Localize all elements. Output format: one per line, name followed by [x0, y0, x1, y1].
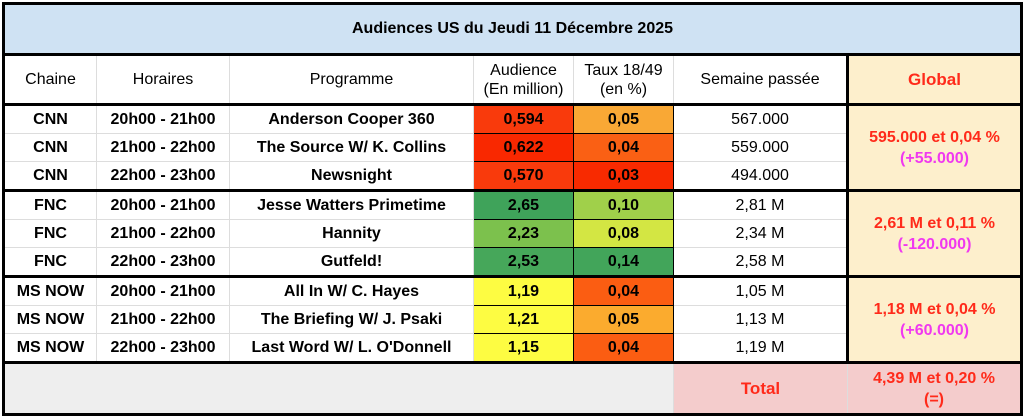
horaires-cell: 20h00 - 21h00: [96, 189, 230, 220]
programme-cell: Newsnight: [229, 161, 474, 191]
audience-cell: 2,53: [473, 247, 574, 277]
horaires-cell: 22h00 - 23h00: [96, 161, 230, 191]
chaine-cell: CNN: [2, 161, 97, 191]
global-diff: (-120.000): [897, 235, 972, 253]
chaine-cell: MS NOW: [2, 275, 97, 306]
taux-cell: 0,04: [573, 133, 674, 162]
empty-cell: [2, 361, 674, 416]
semaine-cell: 1,05 M: [673, 275, 848, 306]
taux-cell: 0,10: [573, 189, 674, 220]
global-cell: 1,18 M et 0,04 % (+60.000): [846, 275, 1023, 363]
taux-cell: 0,05: [573, 305, 674, 334]
semaine-cell: 2,81 M: [673, 189, 848, 220]
header-global: Global: [846, 54, 1023, 105]
programme-cell: Gutfeld!: [229, 247, 474, 277]
table-row: FNC 21h00 - 22h00 Hannity 2,23 0,08 2,34…: [2, 219, 1022, 248]
programme-cell: Last Word W/ L. O'Donnell: [229, 333, 474, 363]
chaine-cell: CNN: [2, 103, 97, 134]
total-row: Total 4,39 M et 0,20 % (=): [2, 361, 1023, 416]
global-value: 2,61 M et 0,11 %: [874, 214, 995, 232]
global-cell: 2,61 M et 0,11 % (-120.000): [846, 189, 1023, 277]
programme-cell: Anderson Cooper 360: [229, 103, 474, 134]
programme-cell: Hannity: [229, 219, 474, 248]
audience-cell: 0,594: [473, 103, 574, 134]
header-audience-l1: Audience: [490, 61, 557, 79]
horaires-cell: 21h00 - 22h00: [96, 305, 230, 334]
table-row: FNC 22h00 - 23h00 Gutfeld! 2,53 0,14 2,5…: [2, 247, 1022, 277]
table-row: CNN 22h00 - 23h00 Newsnight 0,570 0,03 4…: [2, 161, 1022, 191]
audience-cell: 1,21: [473, 305, 574, 334]
header-row: Chaine Horaires Programme Audience (En mi…: [2, 54, 1023, 105]
chaine-cell: MS NOW: [2, 333, 97, 363]
chaine-cell: FNC: [2, 219, 97, 248]
header-semaine: Semaine passée: [673, 54, 848, 105]
semaine-cell: 559.000: [673, 133, 848, 162]
header-audience-l2: (En million): [483, 80, 564, 98]
horaires-cell: 22h00 - 23h00: [96, 247, 230, 277]
semaine-cell: 2,58 M: [673, 247, 848, 277]
taux-cell: 0,04: [573, 275, 674, 306]
semaine-cell: 494.000: [673, 161, 848, 191]
total-value-main: 4,39 M et 0,20 %: [873, 369, 995, 387]
global-cell: 595.000 et 0,04 % (+55.000): [846, 103, 1023, 191]
programme-cell: All In W/ C. Hayes: [229, 275, 474, 306]
global-diff: (+55.000): [900, 149, 969, 167]
audience-cell: 0,570: [473, 161, 574, 191]
header-taux: Taux 18/49 (en %): [573, 54, 674, 105]
chaine-cell: MS NOW: [2, 305, 97, 334]
table-title: Audiences US du Jeudi 11 Décembre 2025: [2, 2, 1023, 56]
chaine-cell: FNC: [2, 189, 97, 220]
global-value: 1,18 M et 0,04 %: [873, 300, 996, 318]
audience-cell: 2,65: [473, 189, 574, 220]
taux-cell: 0,14: [573, 247, 674, 277]
header-programme: Programme: [229, 54, 474, 105]
total-value: 4,39 M et 0,20 % (=): [847, 361, 1023, 416]
total-label: Total: [673, 361, 848, 416]
semaine-cell: 1,19 M: [673, 333, 848, 363]
horaires-cell: 21h00 - 22h00: [96, 133, 230, 162]
global-diff: (+60.000): [900, 321, 969, 339]
taux-cell: 0,05: [573, 103, 674, 134]
table-row: FNC 20h00 - 21h00 Jesse Watters Primetim…: [2, 189, 1023, 277]
audience-cell: 2,23: [473, 219, 574, 248]
table-row: CNN 21h00 - 22h00 The Source W/ K. Colli…: [2, 133, 1022, 162]
horaires-cell: 20h00 - 21h00: [96, 103, 230, 134]
horaires-cell: 22h00 - 23h00: [96, 333, 230, 363]
taux-cell: 0,08: [573, 219, 674, 248]
semaine-cell: 1,13 M: [673, 305, 848, 334]
header-taux-l2: (en %): [599, 80, 648, 98]
chaine-cell: FNC: [2, 247, 97, 277]
chaine-cell: CNN: [2, 133, 97, 162]
audience-cell: 0,622: [473, 133, 574, 162]
programme-cell: The Briefing W/ J. Psaki: [229, 305, 474, 334]
global-value: 595.000 et 0,04 %: [869, 128, 1000, 146]
semaine-cell: 2,34 M: [673, 219, 848, 248]
table-row: MS NOW 22h00 - 23h00 Last Word W/ L. O'D…: [2, 333, 1022, 363]
horaires-cell: 21h00 - 22h00: [96, 219, 230, 248]
taux-cell: 0,03: [573, 161, 674, 191]
programme-cell: The Source W/ K. Collins: [229, 133, 474, 162]
table-row: MS NOW 20h00 - 21h00 All In W/ C. Hayes …: [2, 275, 1023, 363]
programme-cell: Jesse Watters Primetime: [229, 189, 474, 220]
header-horaires: Horaires: [96, 54, 230, 105]
audience-cell: 1,15: [473, 333, 574, 363]
header-chaine: Chaine: [2, 54, 97, 105]
header-audience: Audience (En million): [473, 54, 574, 105]
audience-cell: 1,19: [473, 275, 574, 306]
taux-cell: 0,04: [573, 333, 674, 363]
table-row: CNN 20h00 - 21h00 Anderson Cooper 360 0,…: [2, 103, 1023, 191]
semaine-cell: 567.000: [673, 103, 848, 134]
header-taux-l1: Taux 18/49: [584, 61, 663, 79]
horaires-cell: 20h00 - 21h00: [96, 275, 230, 306]
total-diff: (=): [924, 390, 944, 408]
